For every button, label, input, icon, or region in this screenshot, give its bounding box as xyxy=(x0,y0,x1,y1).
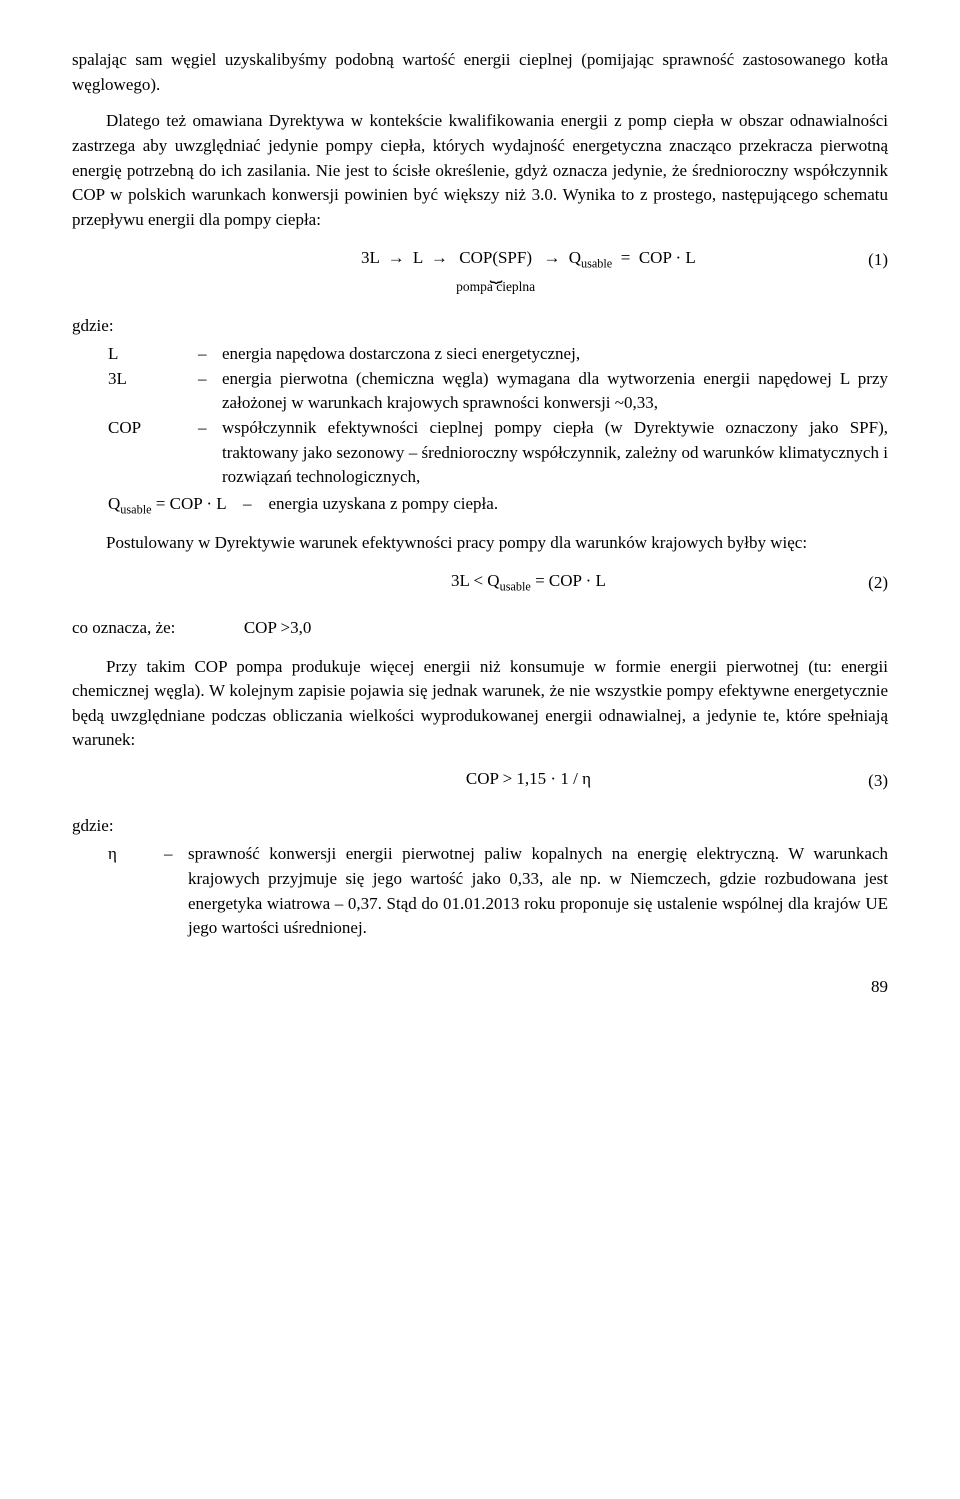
def-L-sym: L xyxy=(72,342,198,367)
eq3-number: (3) xyxy=(838,767,888,794)
eq1-3L: 3L xyxy=(361,248,379,267)
def-eta-dash: – xyxy=(164,842,188,867)
eq1-body: 3L → L → COP(SPF) ⏟ pompa cieplna → Qusa… xyxy=(219,246,838,293)
def-row-eta: η – sprawność konwersji energii pierwotn… xyxy=(72,842,888,941)
paragraph-4: Przy takim COP pompa produkuje więcej en… xyxy=(72,655,888,754)
def-row-COP: COP – współczynnik efektywności cieplnej… xyxy=(72,416,888,490)
paragraph-3: Postulowany w Dyrektywie warunek efektyw… xyxy=(72,531,888,556)
eq1-underbrace: COP(SPF) ⏟ pompa cieplna xyxy=(456,246,535,293)
eq2-rhs: = COP · L xyxy=(531,571,606,590)
def-row-3L: 3L – energia pierwotna (chemiczna węgla)… xyxy=(72,367,888,416)
definitions-1: gdzie: L – energia napędowa dostarczona … xyxy=(72,314,888,517)
def-COP-sym: COP xyxy=(72,416,198,441)
eq1-L: L xyxy=(413,248,423,267)
def-Q-text: energia uzyskana z pompy ciepła. xyxy=(269,494,499,513)
def-3L-sym: 3L xyxy=(72,367,198,392)
def-COP-text: współczynnik efektywności cieplnej pompy… xyxy=(222,416,888,490)
def-L-text: energia napędowa dostarczona z sieci ene… xyxy=(222,342,888,367)
equation-2: 3L < Qusable = COP · L (2) xyxy=(72,569,888,596)
arrow-icon: → xyxy=(427,248,452,267)
def-3L-dash: – xyxy=(198,367,222,392)
arrow-icon: → xyxy=(384,248,409,267)
equation-3: COP > 1,15 · 1 / η (3) xyxy=(72,767,888,794)
eq1-q-sub: usable xyxy=(581,257,612,271)
co-oznacza-line: co oznacza, że: COP >3,0 xyxy=(72,616,888,641)
defs2-head: gdzie: xyxy=(72,814,888,839)
defs1-head: gdzie: xyxy=(72,314,888,339)
paragraph-2: Dlatego też omawiana Dyrektywa w kontekś… xyxy=(72,109,888,232)
def-row-L: L – energia napędowa dostarczona z sieci… xyxy=(72,342,888,367)
def-Q-dash: – xyxy=(243,494,252,513)
page-number: 89 xyxy=(72,975,888,1000)
cop-gt-3: COP >3,0 xyxy=(244,618,312,637)
eq1-eqsign: = xyxy=(616,248,634,267)
eq2-number: (2) xyxy=(838,569,888,596)
def-Q-mid: = COP · L xyxy=(152,494,226,513)
def-eta-sym: η xyxy=(72,842,164,867)
def-eta-text: sprawność konwersji energii pierwotnej p… xyxy=(188,842,888,941)
eq2-qsub: usable xyxy=(500,580,531,594)
arrow-icon: → xyxy=(539,248,564,267)
def-L-dash: – xyxy=(198,342,222,367)
def-3L-text: energia pierwotna (chemiczna węgla) wyma… xyxy=(222,367,888,416)
def-Q-sym: Q xyxy=(108,494,120,513)
equation-1: 3L → L → COP(SPF) ⏟ pompa cieplna → Qusa… xyxy=(72,246,888,293)
eq2-lhs: 3L < Q xyxy=(451,571,500,590)
eq1-rhs: COP · L xyxy=(639,248,696,267)
def-row-Qusable: Qusable = COP · L – energia uzyskana z p… xyxy=(72,492,888,517)
eq1-q: Q xyxy=(569,248,581,267)
def-Q-sub: usable xyxy=(120,502,151,516)
eq3-body: COP > 1,15 · 1 / η xyxy=(219,767,838,792)
paragraph-continuation: spalając sam węgiel uzyskalibyśmy podobn… xyxy=(72,48,888,97)
def-COP-dash: – xyxy=(198,416,222,441)
definitions-2: gdzie: η – sprawność konwersji energii p… xyxy=(72,814,888,941)
eq1-number: (1) xyxy=(838,246,888,273)
eq2-body: 3L < Qusable = COP · L xyxy=(219,569,838,594)
co-oznacza-label: co oznacza, że: xyxy=(72,618,175,637)
underbrace-icon: ⏟ xyxy=(448,269,543,279)
